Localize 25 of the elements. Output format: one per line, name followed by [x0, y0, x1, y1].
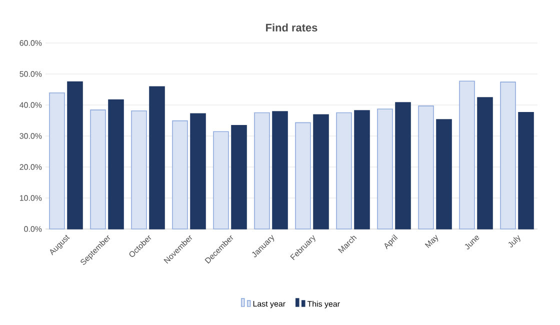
chart-title: Find rates	[266, 23, 318, 32]
bar	[149, 86, 165, 230]
bar	[395, 102, 411, 230]
bar	[172, 120, 188, 230]
bar	[459, 80, 475, 230]
bar	[67, 81, 83, 230]
bar	[336, 112, 352, 230]
bar	[108, 99, 124, 230]
bar	[313, 114, 329, 230]
bar	[190, 113, 206, 230]
bar	[254, 112, 270, 230]
bar	[518, 112, 534, 230]
bar	[500, 82, 516, 230]
bar	[477, 97, 493, 230]
bar	[49, 92, 65, 230]
bar	[131, 110, 147, 230]
bar	[418, 106, 434, 230]
bar	[354, 110, 370, 230]
bar	[90, 110, 106, 230]
bar	[272, 111, 288, 230]
bar	[377, 108, 393, 230]
bar	[231, 125, 247, 230]
bar	[213, 131, 229, 230]
bar	[295, 122, 311, 230]
bar	[436, 119, 452, 230]
